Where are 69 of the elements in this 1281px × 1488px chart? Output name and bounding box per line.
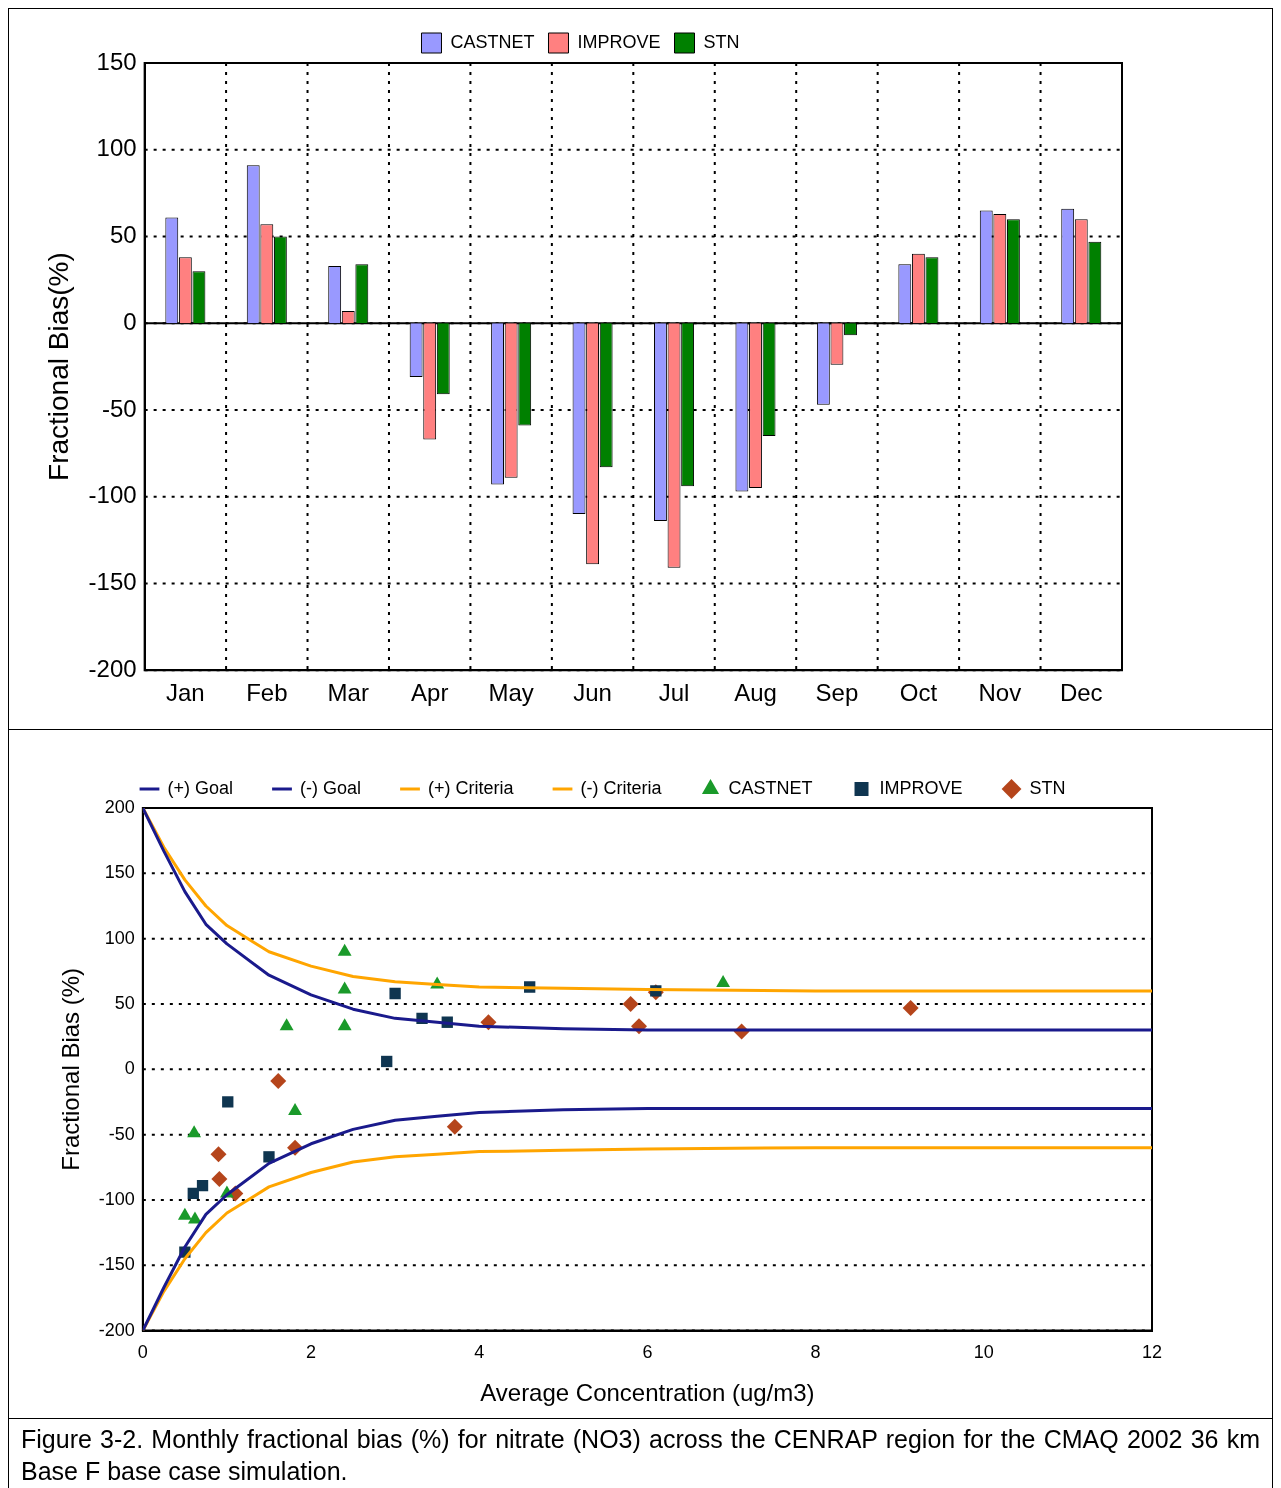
- x-tick-label: Feb: [246, 679, 288, 707]
- x-tick-label: 2: [306, 1342, 317, 1363]
- point: [381, 1055, 393, 1068]
- y-tick-label: -50: [108, 1123, 135, 1144]
- y-tick-label: -100: [88, 481, 137, 509]
- y-tick-label: 50: [109, 221, 137, 249]
- point: [211, 1171, 228, 1188]
- point: [337, 1018, 352, 1031]
- x-tick-label: Jun: [573, 679, 612, 707]
- x-tick-label: Aug: [734, 679, 777, 707]
- legend-label: STN: [1029, 777, 1066, 798]
- x-tick-label: Apr: [411, 679, 449, 707]
- point: [188, 1211, 202, 1224]
- legend-label: IMPROVE: [879, 777, 963, 798]
- x-tick-label: 10: [973, 1342, 994, 1363]
- point: [270, 1073, 287, 1090]
- y-tick-label: 100: [96, 134, 137, 162]
- x-tick-label: 4: [474, 1342, 485, 1363]
- y-tick-label: -100: [98, 1188, 135, 1209]
- legend-label: (+) Goal: [167, 777, 234, 798]
- point: [279, 1018, 294, 1031]
- y-tick-label: -200: [88, 654, 137, 682]
- legend-label: CASTNET: [728, 777, 813, 798]
- point: [389, 987, 401, 1000]
- x-tick-label: Jan: [166, 679, 205, 707]
- y-tick-label: 100: [104, 927, 135, 948]
- point: [622, 995, 639, 1012]
- y-tick-label: 50: [114, 992, 135, 1013]
- y-tick-label: 0: [123, 307, 137, 335]
- point: [187, 1125, 202, 1138]
- y-tick-label: -200: [98, 1319, 135, 1340]
- x-axis-title: Average Concentration (ug/m3): [480, 1379, 815, 1407]
- point: [337, 981, 352, 994]
- y-tick-label: 150: [96, 47, 137, 75]
- x-tick-label: Mar: [327, 679, 369, 707]
- legend-label: IMPROVE: [577, 31, 661, 52]
- x-tick-label: 8: [810, 1342, 821, 1363]
- point: [902, 999, 919, 1016]
- legend-label: (-) Goal: [300, 777, 362, 798]
- point: [196, 1179, 209, 1192]
- legend-label: (+) Criteria: [428, 777, 515, 798]
- x-tick-label: Nov: [978, 679, 1022, 707]
- x-tick-label: 12: [1141, 1342, 1163, 1363]
- y-tick-label: 0: [124, 1058, 135, 1079]
- legend-label: STN: [703, 31, 740, 52]
- y-tick-label: 200: [104, 796, 135, 817]
- point: [222, 1096, 234, 1108]
- y-tick-label: 150: [104, 862, 135, 883]
- point: [187, 1187, 199, 1200]
- point: [337, 943, 352, 956]
- y-tick-label: -50: [101, 394, 137, 422]
- point: [288, 1103, 302, 1116]
- x-tick-label: May: [488, 679, 534, 707]
- x-tick-label: Sep: [815, 679, 859, 707]
- point: [177, 1207, 192, 1220]
- y-axis-title: Fractional Bias (%): [57, 967, 85, 1171]
- legend-label: CASTNET: [450, 31, 535, 52]
- x-tick-label: Dec: [1059, 679, 1103, 707]
- y-tick-label: -150: [98, 1254, 135, 1275]
- point: [446, 1118, 463, 1135]
- x-tick-label: Jul: [658, 679, 690, 707]
- x-tick-label: Oct: [899, 679, 938, 707]
- point: [716, 975, 731, 988]
- x-tick-label: 6: [642, 1342, 653, 1363]
- caption: Figure 3-2. Monthly fractional bias (%) for nitrate (NO3) across the CENRAP region for the CMAQ 2002 36 km Base F base case simulation.: [9, 1418, 1272, 1488]
- point: [210, 1146, 227, 1163]
- y-axis-title: Fractional Bias(%): [42, 252, 74, 481]
- y-tick-label: -150: [88, 568, 137, 596]
- legend-label: (-) Criteria: [580, 777, 663, 798]
